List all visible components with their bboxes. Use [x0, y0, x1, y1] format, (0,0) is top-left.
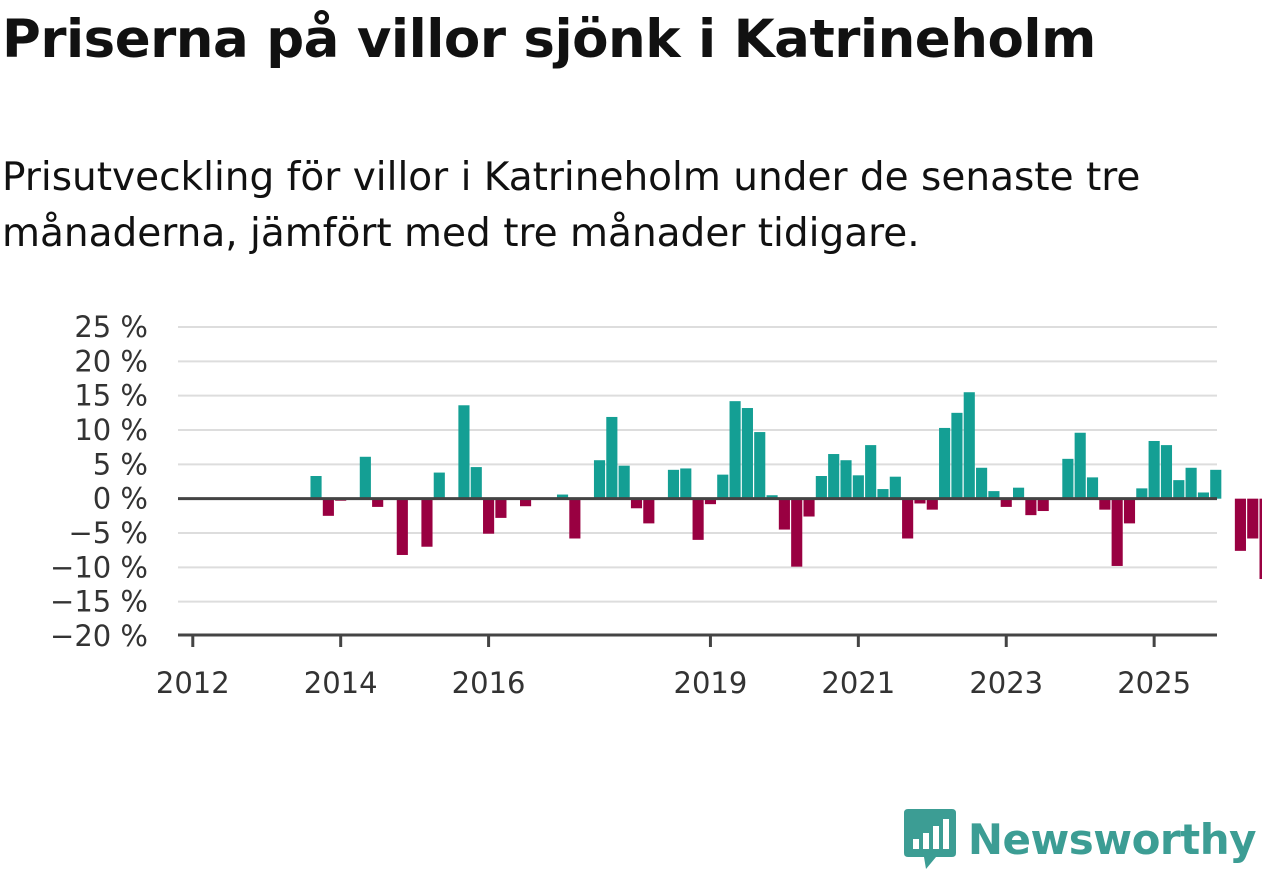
brand-logo: Newsworthy [903, 809, 1257, 869]
bar-negative [1234, 498, 1246, 551]
axes [178, 497, 1217, 647]
bar-positive [951, 412, 963, 499]
x-tick-label: 2019 [674, 666, 748, 700]
y-tick-label: 0 % [93, 482, 148, 516]
bar-positive [618, 465, 630, 499]
bar-negative [396, 498, 408, 555]
bar-positive [1148, 440, 1160, 499]
bar-negative [643, 498, 655, 524]
y-tick-label: −15 % [50, 585, 148, 619]
bar-positive [606, 416, 618, 499]
bar-negative [630, 498, 643, 509]
bar-negative [520, 498, 532, 507]
x-tick-label: 2021 [821, 666, 895, 700]
bar-positive [852, 475, 864, 499]
y-axis-labels: 25 %20 %15 %10 %5 %0 %−5 %−10 %−15 %−20 … [50, 310, 148, 653]
bar-positive [310, 476, 322, 499]
logo-bar [912, 839, 919, 849]
bar-positive [556, 494, 569, 499]
x-axis-labels: 2012 2014 2016 2019 2021 2023 2025 [156, 666, 1191, 700]
bar-negative [1111, 498, 1123, 566]
bar-negative [322, 498, 334, 516]
y-tick-label: 20 % [74, 344, 148, 378]
bar-positive [877, 489, 889, 499]
bar-positive [939, 427, 951, 499]
bar-chart: 25 %20 %15 %10 %5 %0 %−5 %−10 %−15 %−20 … [50, 310, 1262, 700]
bar-positive [1086, 477, 1099, 499]
bar-positive [667, 469, 680, 499]
bar-positive [680, 468, 692, 499]
logo-bar [922, 833, 929, 849]
bars [310, 392, 1262, 580]
x-tick-label: 2016 [452, 666, 526, 700]
bar-positive [1062, 458, 1074, 499]
bar-positive [1197, 492, 1210, 499]
y-tick-label: 5 % [93, 447, 148, 481]
bar-positive [741, 408, 753, 499]
chart-subtitle: Prisutveckling för villor i Katrineholm … [2, 155, 1141, 256]
bar-positive [433, 472, 445, 499]
bar-positive [828, 454, 840, 499]
y-tick-label: 25 % [74, 310, 148, 344]
bar-positive [1173, 480, 1185, 499]
bar-positive [1185, 467, 1197, 499]
bar-positive [1160, 445, 1173, 499]
bar-negative [1000, 498, 1012, 507]
bar-positive [963, 392, 975, 499]
bar-positive [1136, 488, 1148, 499]
x-tick-label: 2025 [1117, 666, 1191, 700]
bar-positive [593, 460, 606, 499]
logo-bar [942, 819, 949, 849]
bar-negative [704, 498, 717, 505]
x-tick-label: 2014 [304, 666, 378, 700]
bar-positive [840, 460, 852, 499]
bar-positive [815, 476, 827, 499]
bar-positive [754, 432, 766, 499]
bar-negative [1099, 498, 1111, 510]
bar-negative [791, 498, 803, 567]
bar-negative [778, 498, 790, 530]
x-tick-label: 2023 [969, 666, 1043, 700]
bar-negative [926, 498, 938, 510]
bar-negative [495, 498, 507, 518]
bar-positive [988, 491, 1000, 499]
bar-positive [458, 405, 470, 499]
logo-bar [932, 826, 939, 849]
newsworthy-logo-icon [903, 809, 956, 869]
bar-positive [1210, 469, 1222, 499]
bar-positive [889, 476, 901, 499]
bar-negative [1123, 498, 1136, 524]
bar-positive [729, 401, 741, 499]
y-tick-label: −10 % [50, 550, 148, 584]
y-tick-label: −5 % [68, 516, 148, 550]
bar-negative [483, 498, 495, 534]
gridlines [178, 326, 1217, 603]
bar-negative [692, 498, 704, 540]
bar-negative [1259, 498, 1262, 580]
bar-positive [717, 474, 729, 499]
bar-positive [470, 467, 482, 499]
bar-positive [359, 456, 371, 499]
chart-title: Priserna på villor sjönk i Katrineholm [2, 9, 1096, 70]
bar-positive [1013, 487, 1025, 499]
y-tick-label: −20 % [50, 619, 148, 653]
y-tick-label: 15 % [74, 379, 148, 413]
brand-name: Newsworthy [967, 814, 1257, 864]
bar-positive [976, 467, 988, 499]
bar-negative [914, 498, 926, 504]
bar-positive [1074, 432, 1086, 499]
y-tick-label: 10 % [74, 413, 148, 447]
bar-negative [803, 498, 815, 517]
bar-negative [372, 498, 384, 507]
bar-negative [1247, 498, 1259, 539]
bar-positive [766, 495, 778, 499]
bar-negative [421, 498, 433, 547]
bar-negative [902, 498, 914, 539]
bar-negative [569, 498, 581, 539]
x-tick-label: 2012 [156, 666, 230, 700]
bar-positive [865, 445, 877, 499]
bar-negative [1025, 498, 1037, 516]
bar-negative [1037, 498, 1049, 512]
